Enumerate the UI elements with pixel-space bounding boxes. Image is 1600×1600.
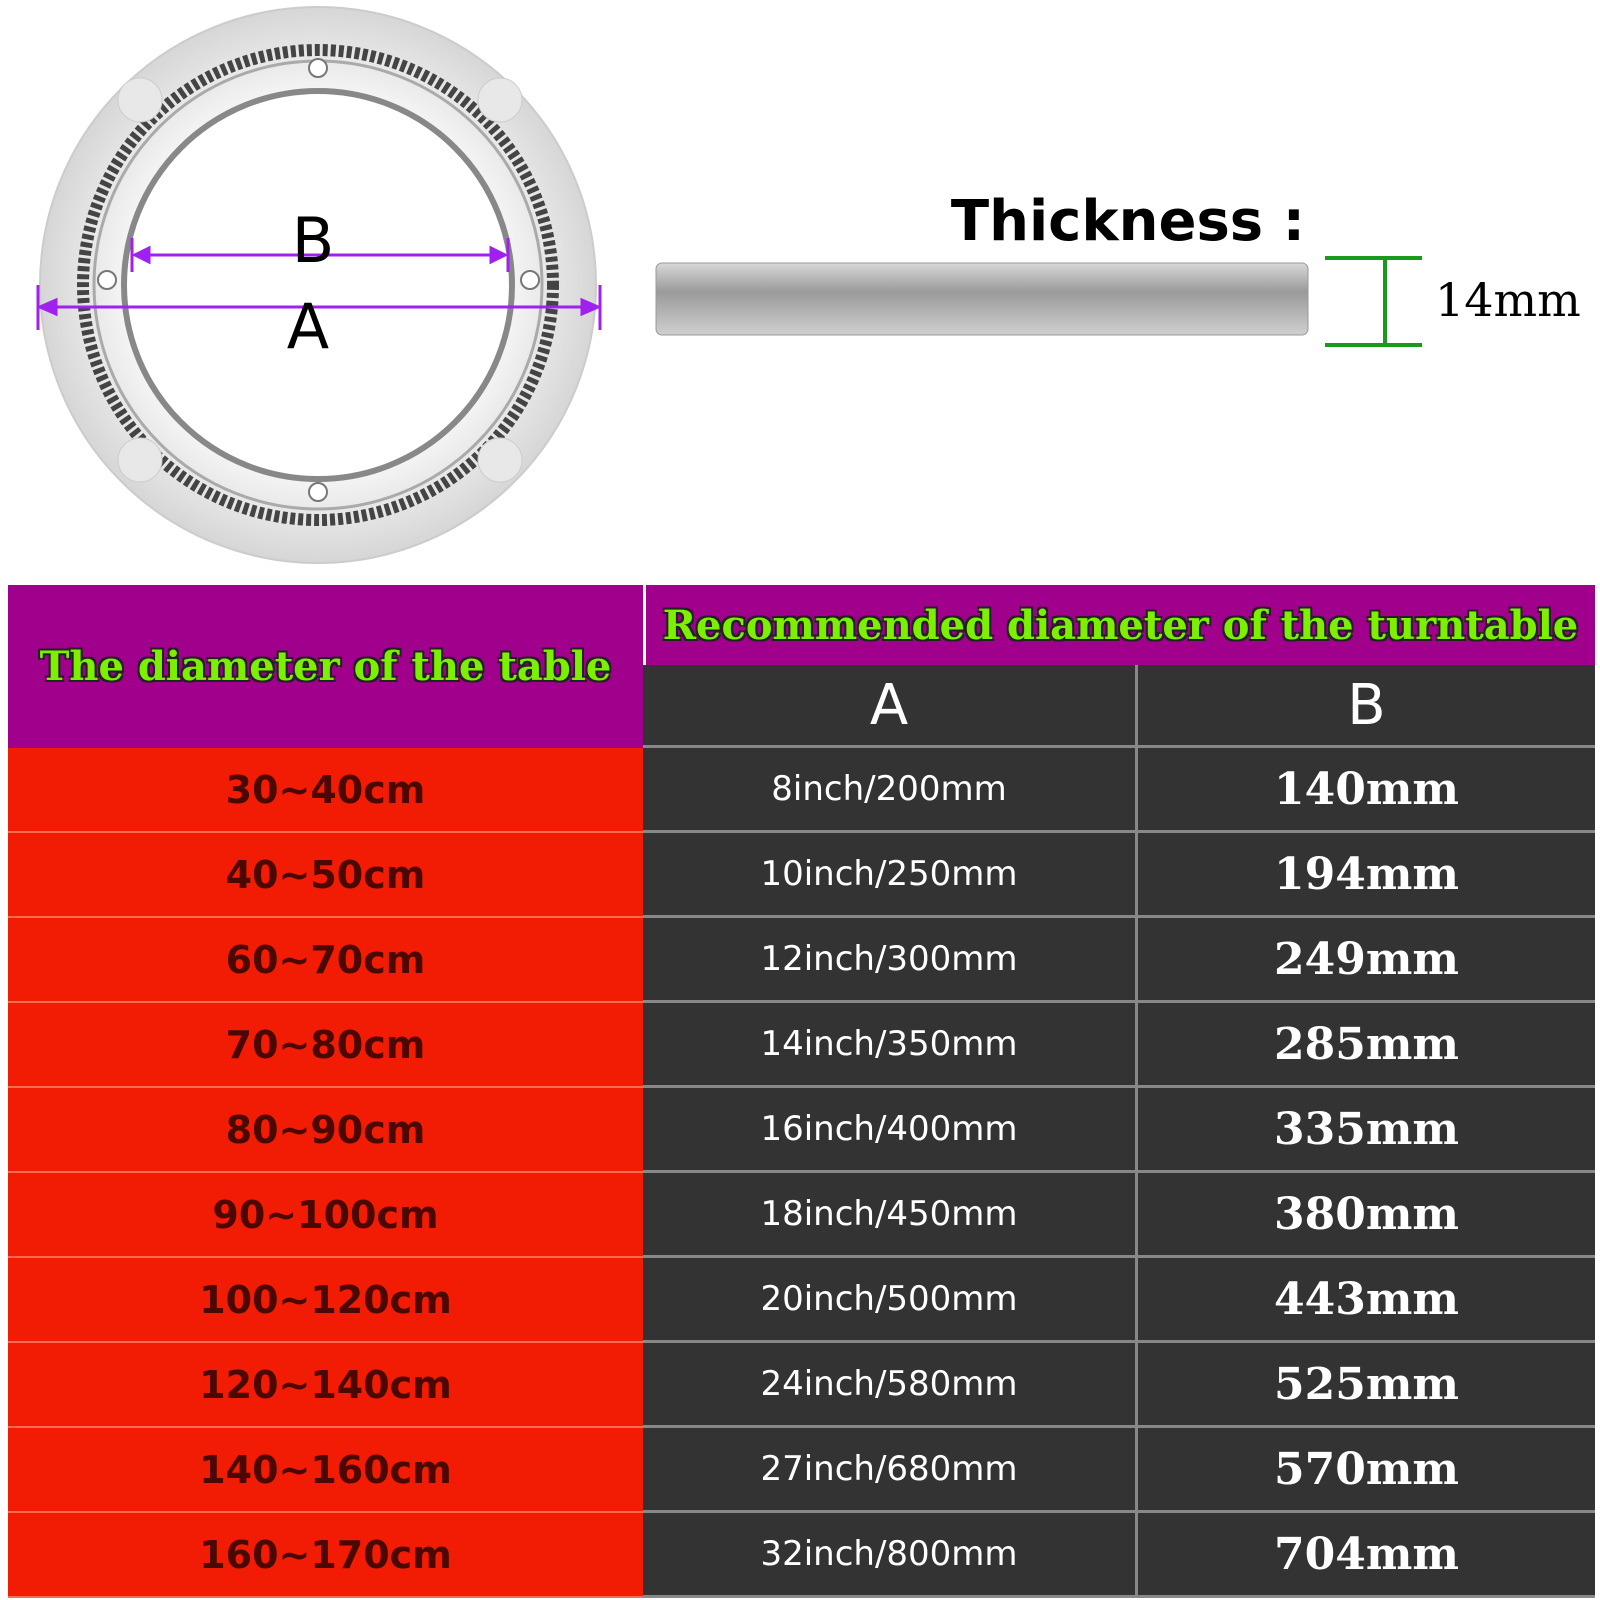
turntable-b: 704mm [1138, 1513, 1595, 1598]
turntable-a: 27inch/680mm [643, 1428, 1138, 1513]
column-header: A [643, 665, 1138, 748]
turntable-b: 380mm [1138, 1173, 1595, 1258]
dimension-arrows [36, 238, 602, 330]
thickness-label: Thickness : [951, 189, 1305, 254]
turntable-drawing [39, 6, 597, 564]
turntable-a: 16inch/400mm [643, 1088, 1138, 1173]
turntable-b: 285mm [1138, 1003, 1595, 1088]
turntable-a: 14inch/350mm [643, 1003, 1138, 1088]
turntable-b: 525mm [1138, 1343, 1595, 1428]
turntable-b: 194mm [1138, 833, 1595, 918]
turntable-b: 443mm [1138, 1258, 1595, 1343]
table-size: 120~140cm [8, 1343, 643, 1428]
table-size: 100~120cm [8, 1258, 643, 1343]
thickness-bracket [1325, 256, 1422, 347]
turntable-b: 570mm [1138, 1428, 1595, 1513]
turntable-side [655, 262, 1309, 336]
label-a: A [287, 290, 329, 363]
header-left: The diameter of the table [8, 585, 643, 748]
column-header: B [1138, 665, 1595, 748]
turntable-a: 8inch/200mm [643, 748, 1138, 833]
table-size: 30~40cm [8, 748, 643, 833]
diagram: B A Thickness : 14mm [36, 6, 1581, 564]
table-size: 90~100cm [8, 1173, 643, 1258]
turntable-a: 18inch/450mm [643, 1173, 1138, 1258]
turntable-b: 249mm [1138, 918, 1595, 1003]
turntable-a: 24inch/580mm [643, 1343, 1138, 1428]
label-b: B [292, 204, 335, 277]
turntable-b: 335mm [1138, 1088, 1595, 1173]
table-size: 80~90cm [8, 1088, 643, 1173]
table-size: 60~70cm [8, 918, 643, 1003]
thickness-value: 14mm [1435, 273, 1581, 327]
table-size: 160~170cm [8, 1513, 643, 1598]
turntable-b: 140mm [1138, 748, 1595, 833]
table-size: 140~160cm [8, 1428, 643, 1513]
turntable-a: 12inch/300mm [643, 918, 1138, 1003]
turntable-a: 20inch/500mm [643, 1258, 1138, 1343]
table-size: 70~80cm [8, 1003, 643, 1088]
turntable-a: 10inch/250mm [643, 833, 1138, 918]
turntable-a: 32inch/800mm [643, 1513, 1138, 1598]
table-size: 40~50cm [8, 833, 643, 918]
header-right: Recommended diameter of the turntable [643, 585, 1595, 665]
